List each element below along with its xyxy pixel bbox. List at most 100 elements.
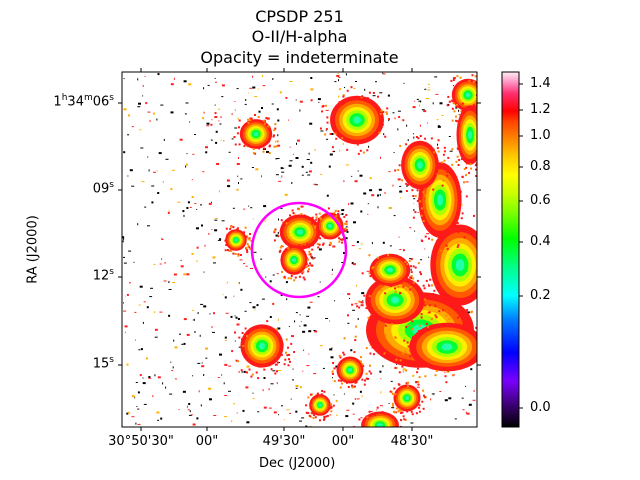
emission-fringe-pixel (331, 146, 334, 149)
noise-pixel (135, 382, 138, 383)
emission-fringe-pixel (342, 94, 345, 97)
noise-pixel (264, 220, 267, 222)
noise-pixel (157, 73, 160, 76)
noise-pixel (144, 76, 146, 77)
noise-pixel (355, 81, 357, 82)
emission-fringe-pixel (352, 385, 355, 388)
noise-pixel (426, 233, 429, 235)
noise-pixel (179, 333, 181, 335)
emission-fringe-pixel (288, 358, 290, 361)
emission-fringe-pixel (451, 119, 454, 122)
emission-fringe-pixel (405, 385, 408, 388)
noise-pixel (126, 412, 129, 415)
emission-fringe-pixel (497, 261, 499, 263)
noise-pixel (313, 257, 316, 259)
emission-fringe-pixel (376, 406, 379, 409)
emission-fringe-pixel (237, 360, 239, 363)
noise-pixel (148, 169, 150, 172)
noise-pixel (243, 370, 246, 373)
emission-fringe-pixel (361, 95, 364, 98)
noise-pixel (144, 206, 147, 208)
emission-fringe-pixel (437, 139, 440, 142)
noise-pixel (269, 280, 272, 283)
noise-pixel (134, 397, 136, 399)
emission-fringe-pixel (420, 207, 423, 210)
emission-fringe-pixel (424, 194, 427, 197)
emission-fringe-pixel (458, 225, 461, 228)
noise-pixel (123, 78, 125, 80)
emission-fringe-pixel (341, 137, 344, 140)
emission-fringe-pixel (486, 101, 488, 103)
noise-pixel (261, 107, 263, 109)
emission-fringe-pixel (455, 119, 458, 122)
noise-pixel (399, 190, 403, 193)
noise-pixel (268, 407, 272, 409)
noise-pixel (452, 77, 456, 80)
emission-fringe-pixel (263, 368, 266, 371)
noise-pixel (359, 174, 363, 177)
emission-fringe-pixel (445, 314, 448, 317)
noise-pixel (277, 134, 279, 137)
noise-pixel (402, 371, 404, 373)
noise-pixel (183, 318, 187, 321)
noise-pixel (319, 345, 323, 347)
emission-fringe-pixel (420, 194, 423, 197)
emission-fringe-pixel (409, 276, 412, 279)
noise-pixel (279, 91, 282, 94)
noise-pixel (234, 109, 236, 111)
noise-pixel (250, 268, 253, 269)
emission-fringe-pixel (425, 279, 428, 282)
noise-pixel (275, 158, 278, 160)
emission-fringe-pixel (406, 410, 409, 413)
noise-pixel (123, 256, 125, 258)
noise-pixel (143, 403, 147, 405)
noise-pixel (127, 134, 130, 136)
emission-fringe-pixel (478, 311, 480, 313)
emission-fringe-pixel (377, 256, 380, 259)
emission-fringe-pixel (298, 275, 301, 278)
emission-fringe-pixel (384, 334, 387, 337)
emission-fringe-pixel (395, 254, 398, 257)
noise-pixel (419, 100, 421, 103)
noise-pixel (424, 248, 426, 250)
emission-fringe-pixel (397, 410, 400, 413)
emission-fringe-pixel (280, 353, 283, 356)
emission-fringe-pixel (404, 419, 407, 421)
emission-fringe-pixel (452, 102, 455, 105)
emission-fringe-pixel (484, 88, 486, 90)
emission-fringe-pixel (332, 362, 335, 364)
noise-pixel (157, 192, 160, 194)
emission-fringe-pixel (358, 418, 361, 421)
emission-fringe-pixel (467, 108, 470, 110)
noise-pixel (273, 411, 277, 414)
noise-pixel (301, 174, 304, 176)
noise-pixel (177, 201, 181, 203)
emission-fringe-pixel (492, 237, 494, 239)
noise-pixel (165, 158, 169, 160)
noise-pixel (234, 127, 238, 129)
noise-pixel (207, 84, 210, 86)
emission-fringe-pixel (262, 119, 265, 122)
emission-fringe-pixel (488, 87, 490, 89)
emission-fringe-pixel (289, 360, 291, 363)
emission-fringe-pixel (427, 325, 430, 328)
noise-pixel (182, 210, 185, 213)
emission-fringe-pixel (470, 311, 473, 314)
noise-pixel (224, 336, 227, 339)
noise-pixel (397, 110, 401, 112)
emission-fringe-pixel (317, 236, 320, 239)
emission-fringe-pixel (446, 174, 449, 177)
noise-pixel (308, 170, 312, 173)
noise-pixel (419, 124, 421, 127)
emission-fringe-pixel (346, 89, 349, 92)
noise-pixel (329, 320, 331, 323)
noise-pixel (289, 412, 291, 414)
emission-fringe-pixel (361, 363, 364, 366)
emission-fringe-pixel (234, 143, 237, 146)
noise-pixel (214, 218, 218, 219)
noise-pixel (173, 77, 175, 80)
noise-pixel (237, 318, 240, 320)
noise-pixel (205, 146, 208, 149)
noise-pixel (290, 398, 292, 400)
noise-pixel (227, 185, 231, 188)
